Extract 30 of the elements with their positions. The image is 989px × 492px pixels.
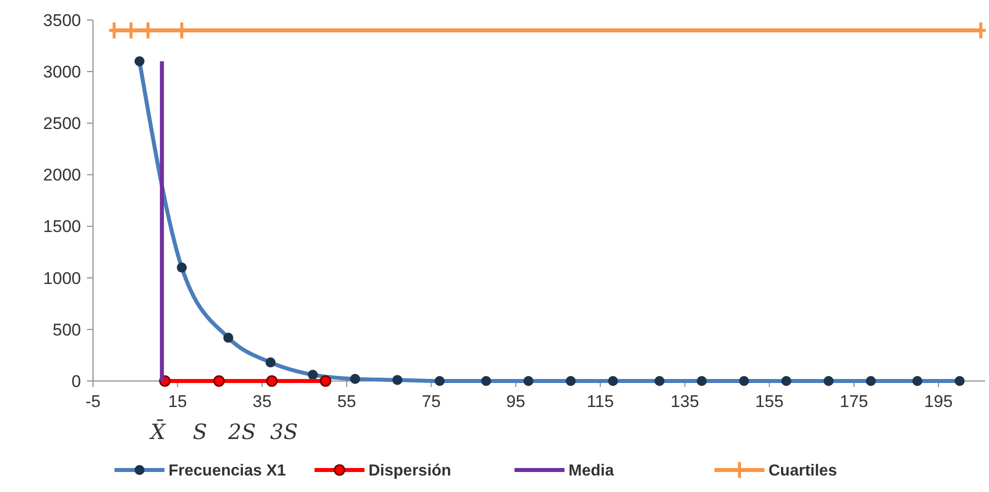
y-tick-label: 3500: [43, 10, 81, 30]
legend-label: Dispersión: [368, 462, 452, 480]
x-tick-label: 75: [422, 392, 441, 411]
y-tick-label: 3000: [43, 62, 81, 82]
y-tick-label: 500: [52, 320, 81, 340]
x-tick-label: 15: [168, 392, 188, 411]
x-tick-label: 175: [840, 392, 868, 411]
y-tick-label: 0: [72, 372, 81, 391]
x-tick-label: -5: [85, 392, 101, 411]
point: [320, 375, 332, 387]
y-tick-label: 2000: [43, 166, 81, 185]
point: [266, 375, 278, 387]
x-tick-label: 55: [337, 392, 356, 411]
x-tick-label: 115: [586, 392, 614, 411]
legend-label: Cuartiles: [768, 462, 838, 480]
text: X̄: [148, 419, 167, 444]
x-tick-label: 155: [755, 392, 784, 411]
text: 3S: [270, 420, 298, 444]
x-tick-label: 195: [924, 392, 953, 411]
y-tick-label: 1000: [43, 268, 81, 288]
y-tick-label: 1500: [43, 217, 81, 236]
x-tick-label: 35: [252, 392, 272, 411]
y-tick-label: 2500: [43, 114, 81, 134]
text: S: [192, 420, 208, 444]
x-tick-label: 95: [506, 392, 526, 411]
legend-label: Media: [568, 462, 614, 480]
point: [213, 375, 225, 387]
x-tick-label: 135: [670, 392, 700, 411]
text: 2S: [227, 420, 256, 444]
legend-label: Frecuencias X1: [168, 462, 286, 480]
